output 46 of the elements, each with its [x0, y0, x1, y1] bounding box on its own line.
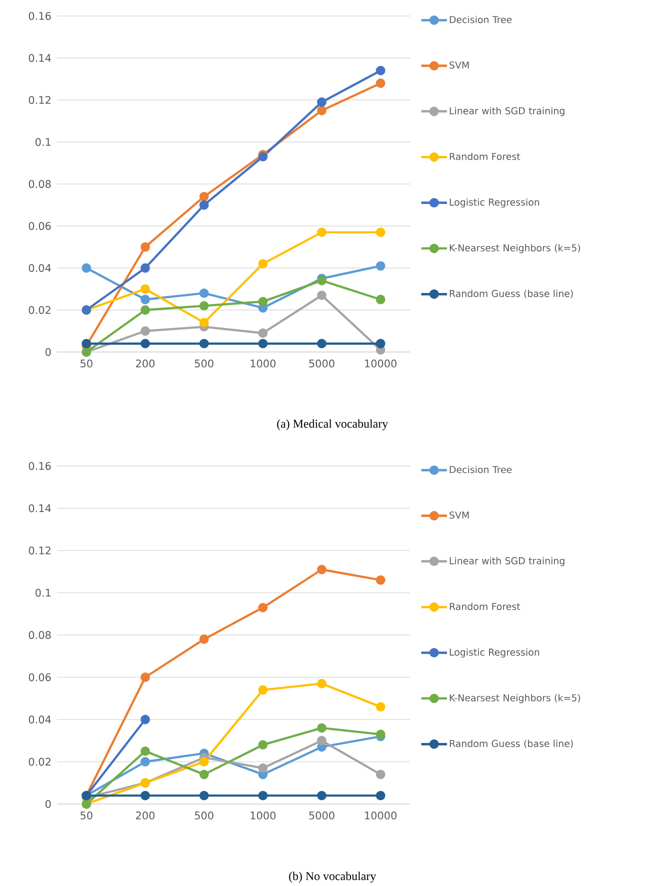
y-tick-label: 0.16: [28, 462, 51, 470]
text: (a) Medical vocabulary: [277, 419, 388, 430]
x-tick-label: 50: [80, 360, 92, 368]
y-tick-label: 0.04: [28, 264, 51, 272]
x-tick-label: 200: [136, 812, 155, 820]
legend-label: Logistic Regression: [450, 648, 540, 658]
y-tick-label: 0.12: [28, 96, 50, 104]
text: (b) No vocabulary: [289, 872, 376, 883]
y-tick-label: 0: [46, 348, 51, 356]
legend-label: Decision Tree: [450, 466, 512, 474]
legend-label: K-Nearsest Neighbors (k=5): [450, 694, 580, 704]
x-tick-label: 1000: [250, 812, 276, 820]
x-tick-label: 1000: [250, 360, 276, 368]
legend-label: Random Forest: [450, 152, 520, 160]
x-tick-label: 500: [194, 812, 214, 820]
y-tick-label: 0.04: [28, 716, 51, 724]
x-tick-label: 5000: [309, 360, 334, 368]
legend-label: Decision Tree: [450, 16, 512, 24]
x-tick-label: 5000: [309, 812, 334, 820]
x-tick-label: 50: [80, 812, 92, 820]
x-tick-label: 500: [194, 360, 214, 368]
x-tick-label: 10000: [365, 360, 397, 368]
legend-label: Linear with SGD training: [450, 557, 564, 566]
x-tick-label: 200: [136, 360, 155, 368]
y-tick-label: 0.16: [28, 12, 51, 20]
legend-label: SVM: [450, 62, 469, 69]
y-tick-label: 0.02: [28, 306, 50, 314]
y-tick-label: 0.06: [28, 222, 51, 230]
y-tick-label: 0.14: [28, 504, 51, 512]
y-tick-label: 0.1: [36, 588, 51, 597]
y-tick-label: 0: [46, 800, 51, 808]
y-tick-label: 0.02: [28, 758, 50, 766]
legend-label: SVM: [450, 511, 469, 519]
y-tick-label: 0.14: [28, 54, 51, 62]
y-tick-label: 0.06: [28, 673, 51, 682]
legend-label: Random Guess (base line): [450, 740, 573, 748]
x-tick-label: 10000: [365, 812, 397, 820]
legend-label: Random Forest: [450, 602, 520, 610]
legend-label: K-Nearsest Neighbors (k=5): [450, 244, 580, 254]
legend-label: Linear with SGD training: [450, 107, 564, 116]
legend-label: Random Guess (base line): [450, 290, 573, 298]
y-tick-label: 0.08: [28, 631, 51, 639]
y-tick-label: 0.1: [36, 138, 51, 146]
legend-label: Logistic Regression: [450, 198, 540, 208]
y-tick-label: 0.12: [28, 546, 50, 554]
y-tick-label: 0.08: [28, 180, 51, 188]
